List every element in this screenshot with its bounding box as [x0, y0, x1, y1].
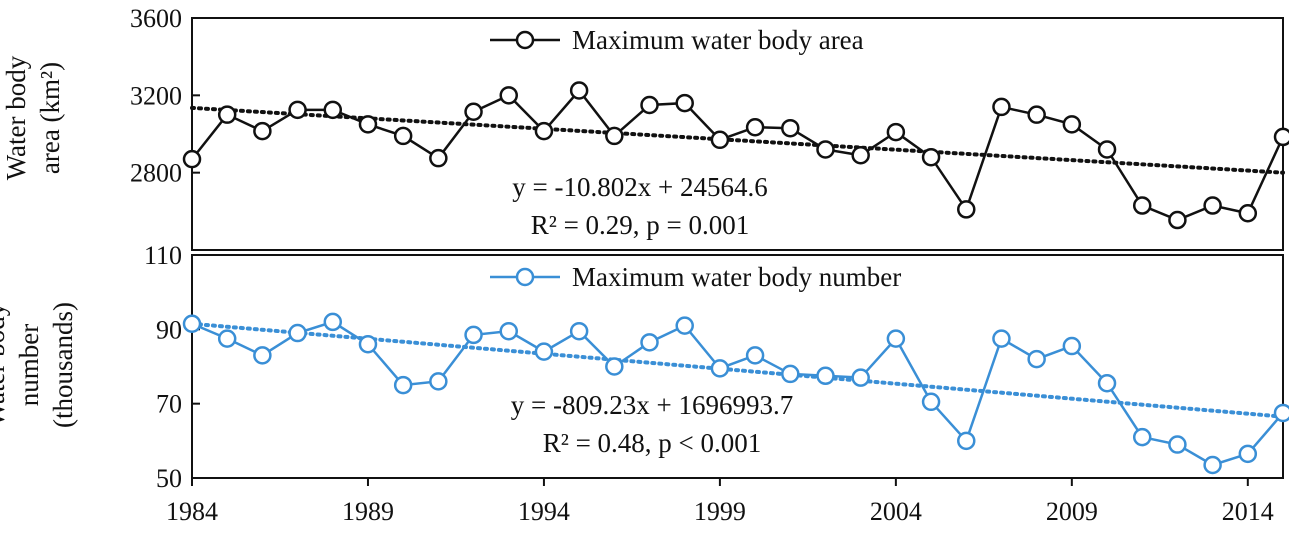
data-point: [323, 100, 343, 120]
data-point: [217, 105, 237, 124]
data-point: [816, 140, 835, 159]
x-tick-label: 1984: [166, 497, 218, 526]
y-tick-label: 50: [156, 464, 182, 493]
data-point: [886, 122, 906, 142]
data-point: [182, 314, 202, 334]
legend-label: Maximum water body area: [572, 25, 864, 55]
x-tick-label: 1999: [694, 497, 746, 526]
data-point: [851, 368, 870, 387]
data-point: [429, 148, 448, 168]
data-point: [710, 359, 730, 378]
data-point: [1203, 196, 1222, 215]
data-point: [640, 95, 659, 115]
data-series: [182, 30, 1289, 475]
data-point: [1062, 336, 1082, 356]
data-point: [957, 431, 976, 451]
data-point: [429, 372, 448, 391]
data-point: [182, 149, 202, 169]
y-tick-label: 110: [144, 241, 182, 270]
data-point: [499, 321, 518, 341]
data-point: [605, 357, 624, 376]
data-point: [921, 392, 941, 412]
data-point: [851, 146, 870, 165]
data-point: [1168, 435, 1187, 454]
data-point: [710, 130, 730, 150]
data-point: [569, 321, 589, 341]
data-point: [1273, 127, 1289, 147]
data-point: [534, 342, 554, 361]
data-point: [640, 333, 659, 352]
y-tick-label: 70: [156, 390, 182, 419]
data-point: [781, 118, 800, 138]
x-tick-label: 1994: [518, 497, 570, 526]
y-tick-label: 3200: [130, 81, 182, 110]
y-tick-label: 2800: [130, 159, 182, 188]
data-point: [745, 117, 765, 137]
data-point: [1027, 349, 1046, 369]
y-axis-title-line: Water body: [0, 302, 10, 427]
data-point: [1273, 403, 1289, 423]
x-tick-label: 2009: [1046, 497, 1098, 526]
data-point: [358, 115, 378, 134]
data-point: [992, 329, 1011, 348]
data-point: [1027, 105, 1046, 124]
x-tick-label: 1989: [342, 497, 394, 526]
data-point: [605, 126, 624, 146]
data-point: [957, 200, 976, 219]
y-tick-label: 90: [156, 315, 182, 344]
data-point: [288, 323, 307, 343]
panel-frame-1: [191, 254, 1284, 479]
y-axis-title-line: number: [14, 324, 44, 406]
data-point: [816, 366, 835, 386]
data-point: [1168, 210, 1187, 230]
data-point: [1132, 196, 1152, 215]
data-point: [358, 334, 378, 354]
data-point: [393, 375, 413, 395]
data-point: [253, 121, 272, 141]
y-axis-title-line: (thousands): [48, 302, 78, 428]
regression-stats: R² = 0.29, p = 0.001: [531, 210, 750, 240]
y-tick-label: 3600: [130, 4, 182, 33]
regression-equation: y = -809.23x + 1696993.7: [511, 390, 793, 420]
x-tick-label: 2004: [870, 497, 922, 526]
data-point: [1062, 115, 1082, 134]
data-point: [323, 312, 343, 332]
y-axis-title-line: area (km²): [35, 62, 65, 174]
data-point: [1203, 455, 1222, 475]
data-point: [886, 329, 906, 348]
data-point: [781, 364, 800, 384]
data-point: [288, 100, 307, 120]
regression-stats: R² = 0.48, p < 0.001: [543, 428, 762, 458]
data-point: [499, 86, 518, 105]
data-point: [569, 81, 589, 100]
data-point: [1238, 444, 1258, 464]
y-axis-title-line: Water body: [1, 55, 31, 180]
regression-equation: y = -10.802x + 24564.6: [512, 172, 767, 202]
data-point: [534, 121, 554, 141]
data-point: [464, 325, 483, 345]
legend-marker: [515, 30, 535, 50]
data-point: [745, 346, 765, 365]
legend-marker: [515, 267, 535, 287]
data-point: [675, 93, 694, 113]
data-point: [921, 147, 941, 167]
data-point: [992, 97, 1011, 117]
data-point: [217, 329, 237, 348]
data-point: [464, 102, 483, 122]
data-point: [1097, 373, 1117, 393]
data-point: [1097, 140, 1117, 159]
data-point: [393, 126, 413, 146]
data-point: [253, 346, 272, 365]
data-point: [1132, 427, 1152, 447]
x-tick-label: 2014: [1222, 497, 1274, 526]
trendline-0: [190, 105, 1285, 175]
legend-label: Maximum water body number: [572, 262, 901, 292]
data-point: [675, 316, 694, 335]
data-point: [1238, 204, 1258, 223]
